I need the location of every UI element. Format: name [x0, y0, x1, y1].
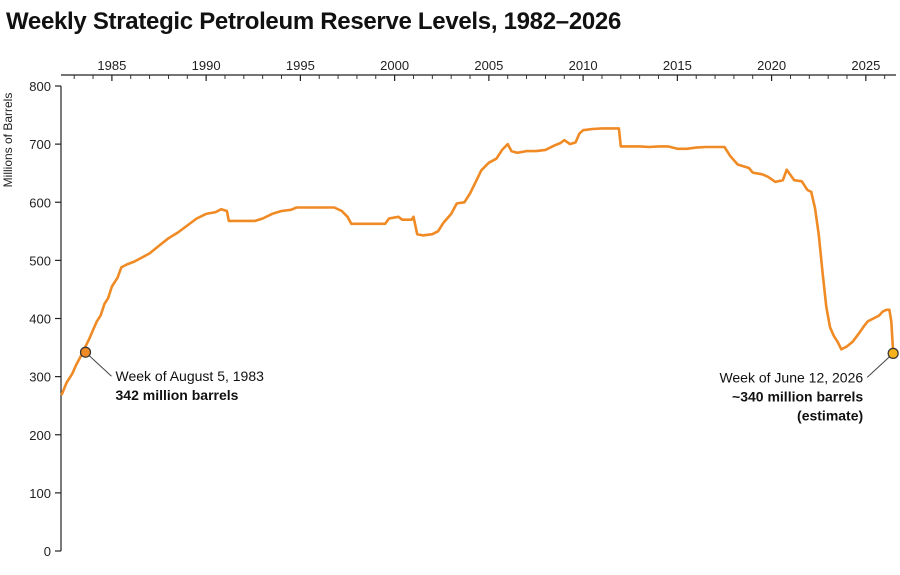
y-tick-label: 500 [29, 253, 51, 268]
x-tick-label: 2000 [380, 58, 409, 73]
y-tick-label: 600 [29, 195, 51, 210]
annotation-marker [887, 347, 899, 359]
series-group [60, 127, 895, 396]
annotation-text: Week of June 12, 2026 [719, 369, 863, 385]
y-tick-label: 700 [29, 137, 51, 152]
x-tick-label: 2005 [474, 58, 503, 73]
y-tick-label: 400 [29, 312, 51, 327]
annotation-text: (estimate) [797, 407, 863, 423]
y-tick-label: 0 [44, 544, 51, 559]
x-tick-label: 2010 [569, 58, 598, 73]
series-line [60, 127, 895, 396]
annotation-text: 342 million barrels [116, 387, 239, 403]
annotation-text: Week of August 5, 1983 [116, 368, 265, 384]
y-tick-label: 200 [29, 428, 51, 443]
x-tick-label: 1990 [192, 58, 221, 73]
x-tick-label: 2025 [851, 58, 880, 73]
x-tick-label: 2020 [757, 58, 786, 73]
annotation-marker [79, 346, 92, 358]
x-tick-label: 1985 [97, 58, 126, 73]
x-axis: 1985 1990 1995 2000 2005 2010 2015 2020 2025 [61, 58, 896, 81]
annotation-leader [85, 351, 112, 377]
annotation-text: ~340 million barrels [732, 388, 863, 404]
y-axis-title: Millions of Barrels [1, 93, 15, 188]
annotation-leader [866, 353, 894, 378]
y-tick-label: 300 [29, 370, 51, 385]
x-tick-label: 1995 [286, 58, 315, 73]
annotations-group: Week of August 5, 1983 342 million barrel… [79, 346, 899, 423]
y-axis: 0 100 200 300 400 500 600 700 800 [29, 79, 62, 559]
y-tick-label: 800 [29, 79, 51, 94]
y-tick-label: 100 [29, 486, 51, 501]
chart-title: Weekly Strategic Petroleum Reserve Level… [6, 8, 622, 35]
x-tick-label: 2015 [663, 58, 692, 73]
